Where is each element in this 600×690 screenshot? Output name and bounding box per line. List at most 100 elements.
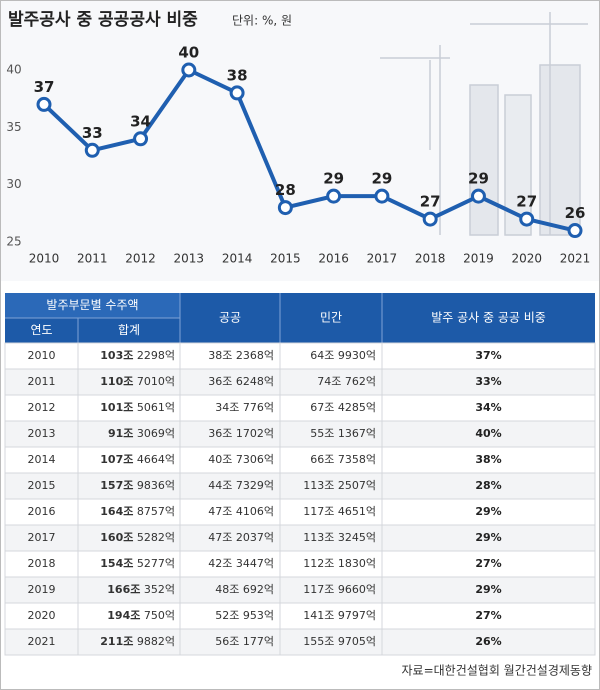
group-header-bg <box>5 293 180 318</box>
column-header: 연도 <box>30 323 52 337</box>
private-cell: 64조 9930억 <box>310 349 376 362</box>
private-cell: 55조 1367억 <box>310 427 376 440</box>
data-label: 33 <box>82 124 103 142</box>
total-cell: 194조 750억 <box>107 609 175 622</box>
total-minor: 9836억 <box>137 479 175 492</box>
x-tick-label: 2014 <box>222 252 253 266</box>
data-line <box>42 68 576 233</box>
table-row <box>4 602 596 630</box>
share-cell: 33% <box>475 375 501 388</box>
year-cell: 2019 <box>28 583 56 596</box>
data-point <box>374 188 390 204</box>
data-label: 34 <box>130 112 151 130</box>
total-cell: 110조 7010억 <box>100 375 175 388</box>
public-cell: 36조 1702억 <box>208 427 274 440</box>
total-cell: 166조 352억 <box>107 583 175 596</box>
total-major: 160조 <box>100 531 133 544</box>
table-row <box>4 472 596 500</box>
data-point <box>36 96 52 112</box>
total-minor: 2298억 <box>137 349 175 362</box>
private-cell: 112조 1830억 <box>303 557 376 570</box>
private-cell: 117조 9660억 <box>303 583 376 596</box>
data-label: 27 <box>516 193 537 211</box>
chart-title: 발주공사 중 공공공사 비중 <box>8 10 198 30</box>
total-major: 154조 <box>100 557 133 570</box>
column-header: 합계 <box>118 323 140 337</box>
data-point <box>181 62 197 78</box>
total-major: 107조 <box>100 453 133 466</box>
year-cell: 2010 <box>28 349 56 362</box>
data-label: 27 <box>420 193 441 211</box>
public-cell: 40조 7306억 <box>208 453 274 466</box>
share-cell: 34% <box>475 401 501 414</box>
total-cell: 164조 8757억 <box>100 505 175 518</box>
private-cell: 117조 4651억 <box>303 505 376 518</box>
public-cell: 56조 177억 <box>215 635 274 648</box>
year-cell: 2014 <box>28 453 56 466</box>
total-cell: 107조 4664억 <box>100 453 175 466</box>
y-tick-label: 25 <box>6 235 21 249</box>
table-row <box>4 446 596 474</box>
column-header: 공공 <box>219 311 241 325</box>
share-cell: 38% <box>475 453 501 466</box>
x-tick-label: 2015 <box>270 252 301 266</box>
year-cell: 2013 <box>28 427 56 440</box>
total-major: 194조 <box>107 609 140 622</box>
total-minor: 8757억 <box>137 505 175 518</box>
total-major: 211조 <box>100 635 133 648</box>
table-row <box>4 394 596 422</box>
data-label: 28 <box>275 181 296 199</box>
data-label: 29 <box>323 170 344 188</box>
x-tick-label: 2017 <box>367 252 398 266</box>
private-cell: 113조 3245억 <box>303 531 376 544</box>
total-minor: 750억 <box>144 609 175 622</box>
data-point <box>422 211 438 227</box>
private-cell: 141조 9797억 <box>303 609 376 622</box>
column-header: 민간 <box>320 311 342 325</box>
public-cell: 34조 776억 <box>215 401 274 414</box>
x-tick-label: 2019 <box>463 252 494 266</box>
chart-background <box>1 1 599 281</box>
share-cell: 29% <box>475 531 501 544</box>
table-row <box>4 498 596 526</box>
year-cell: 2011 <box>28 375 56 388</box>
y-tick-label: 40 <box>6 63 21 77</box>
x-tick-label: 2012 <box>125 252 156 266</box>
private-cell: 67조 4285억 <box>310 401 376 414</box>
table-row <box>4 576 596 604</box>
total-cell: 211조 9882억 <box>100 635 175 648</box>
public-cell: 44조 7329억 <box>208 479 274 492</box>
total-major: 110조 <box>100 375 133 388</box>
total-major: 103조 <box>100 349 133 362</box>
x-tick-label: 2021 <box>560 252 591 266</box>
public-cell: 38조 2368억 <box>208 349 274 362</box>
data-label: 29 <box>371 170 392 188</box>
x-tick-label: 2020 <box>511 252 542 266</box>
total-cell: 91조 3069억 <box>108 427 175 440</box>
data-point <box>470 188 486 204</box>
group-header: 발주부문별 수주액 <box>46 298 138 312</box>
private-cell: 66조 7358억 <box>310 453 376 466</box>
x-tick-label: 2018 <box>415 252 446 266</box>
x-tick-label: 2013 <box>174 252 205 266</box>
total-cell: 157조 9836억 <box>100 479 175 492</box>
column-header: 발주 공사 중 공공 비중 <box>431 311 546 325</box>
total-major: 101조 <box>100 401 133 414</box>
year-cell: 2017 <box>28 531 56 544</box>
total-minor: 5282억 <box>137 531 175 544</box>
total-minor: 5277억 <box>137 557 175 570</box>
year-cell: 2020 <box>28 609 56 622</box>
private-cell: 155조 9705억 <box>303 635 376 648</box>
data-point <box>133 131 149 147</box>
public-cell: 47조 4106억 <box>208 505 274 518</box>
total-minor: 9882억 <box>137 635 175 648</box>
total-minor: 352억 <box>144 583 175 596</box>
data-point <box>84 142 100 158</box>
total-major: 166조 <box>107 583 140 596</box>
data-point <box>567 223 583 239</box>
share-cell: 26% <box>475 635 501 648</box>
total-cell: 154조 5277억 <box>100 557 175 570</box>
data-point <box>229 85 245 101</box>
share-cell: 37% <box>475 349 501 362</box>
